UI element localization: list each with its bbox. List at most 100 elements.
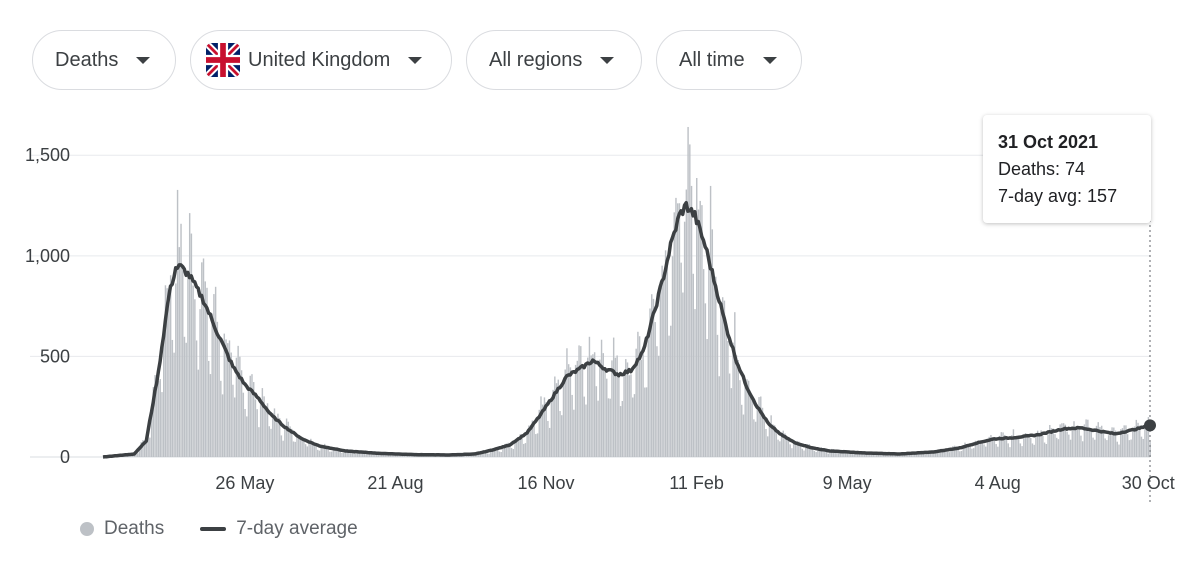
daily-bar [192,285,194,457]
daily-bar [1024,433,1027,457]
daily-bar [661,265,663,457]
daily-bar [962,447,964,457]
tooltip-date: 31 Oct 2021 [998,132,1099,152]
daily-bar [208,360,210,457]
y-tick-label: 1,500 [25,145,70,165]
daily-bar [668,335,670,457]
daily-bar [922,454,925,457]
daily-bar [140,442,142,457]
country-dropdown[interactable]: United Kingdom [190,30,452,90]
y-tick-label: 0 [60,447,70,467]
daily-bar [725,332,727,457]
daily-bar [711,229,714,457]
daily-bar [190,233,193,457]
daily-bar [945,450,947,457]
daily-bar [805,447,807,457]
daily-bar [611,360,613,457]
daily-bar [744,382,746,457]
daily-bar [322,444,324,457]
daily-bar [240,370,243,457]
daily-bar [853,452,855,457]
daily-bar [329,451,331,457]
daily-bar [211,313,213,457]
daily-bar [375,453,378,457]
daily-bar [1139,425,1141,457]
daily-bar [777,439,779,457]
deaths-chart[interactable]: 0 500 1,000 1,500 26 May 21 Aug 16 Nov 11 Feb 9… [0,100,1200,510]
daily-bar [1059,424,1061,457]
daily-bar [1043,442,1046,457]
legend-item-deaths[interactable]: Deaths [80,518,164,540]
daily-bar [772,424,774,457]
daily-bar [287,421,290,457]
daily-bar [862,454,864,457]
daily-bar [336,448,338,457]
daily-bar [950,448,952,457]
daily-bar [829,449,831,457]
daily-bar [737,360,739,457]
daily-bar [152,386,155,457]
daily-bar [747,380,750,457]
daily-bar [656,346,658,457]
daily-bar [630,374,632,457]
daily-bar [1094,439,1096,457]
daily-bar [965,444,968,457]
daily-bar [824,449,826,457]
daily-bar [292,441,295,457]
daily-bar [149,437,151,457]
legend-item-average[interactable]: 7-day average [200,518,358,540]
daily-bar [498,451,501,457]
daily-bar [696,177,698,457]
x-tick-label: 4 Aug [975,473,1021,493]
daily-bar [652,298,655,457]
daily-bar [559,411,561,457]
time-range-label: All time [679,48,745,71]
daily-bar [161,392,163,457]
daily-bar [1132,431,1134,457]
region-dropdown[interactable]: All regions [466,30,642,90]
daily-bar [223,333,226,457]
daily-bar [313,443,315,457]
daily-bar [1088,427,1091,457]
daily-bar [547,421,549,457]
daily-bar [751,398,753,457]
daily-bar [1071,429,1073,457]
daily-bar [886,454,888,457]
daily-bar [1142,438,1144,457]
daily-bar [493,448,495,457]
daily-bar [780,436,783,457]
daily-bar [657,355,660,457]
time-range-dropdown[interactable]: All time [656,30,802,90]
daily-bar [936,453,939,457]
daily-bar [813,450,816,457]
daily-bar [1057,439,1060,457]
daily-bar [1126,434,1129,457]
daily-bar [1007,443,1009,457]
daily-bar [270,428,272,457]
daily-bar [619,406,622,457]
daily-bar [730,388,733,457]
daily-bar [173,352,175,457]
region-label: All regions [489,48,583,71]
daily-bar [678,203,681,457]
legend-deaths-label: Deaths [104,518,165,539]
daily-bar [289,426,291,457]
daily-bar [815,452,817,457]
daily-bar [818,448,821,457]
daily-bar [1113,427,1115,457]
daily-bar [337,448,340,457]
daily-bar [766,436,769,457]
daily-bar [580,346,582,457]
daily-bar [571,394,573,457]
metric-dropdown[interactable]: Deaths [32,30,176,90]
daily-bar [180,223,182,457]
daily-bar [1050,428,1053,457]
tooltip-average: 7-day avg: 157 [998,186,1118,206]
daily-bar [216,321,219,457]
daily-bar [159,379,161,457]
daily-bar [607,398,610,457]
daily-bar [940,448,942,457]
daily-bar [756,404,759,457]
daily-bar [817,448,819,457]
daily-bar [822,449,824,457]
